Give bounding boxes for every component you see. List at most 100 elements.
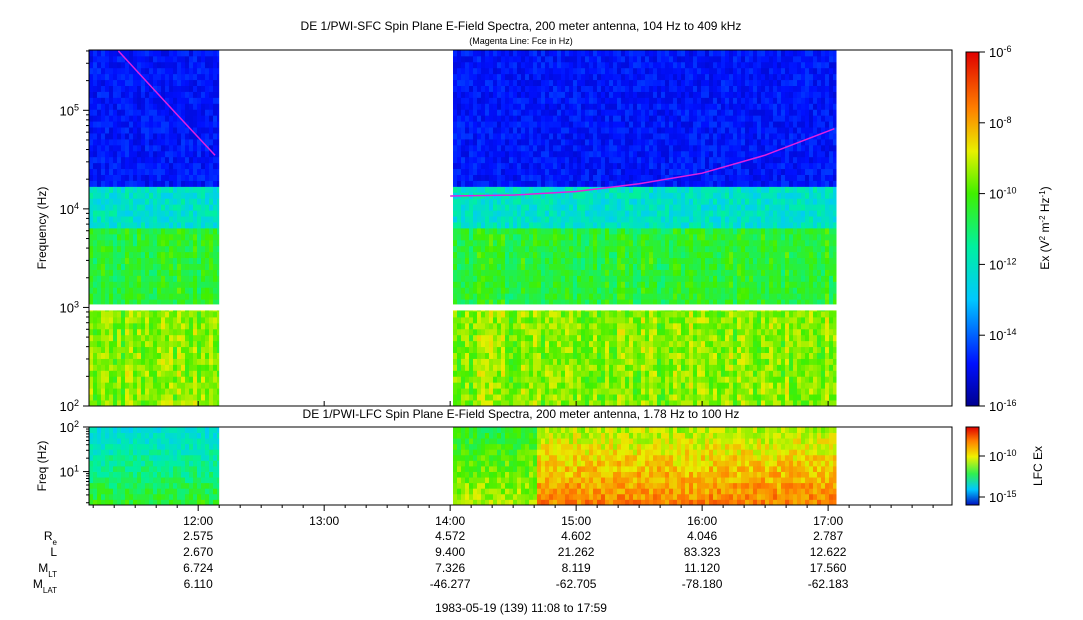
sfc-cell xyxy=(649,370,654,377)
sfc-cell xyxy=(617,281,622,288)
sfc-cell xyxy=(145,275,150,282)
sfc-cell xyxy=(589,352,594,359)
sfc-cell xyxy=(481,287,486,294)
sfc-cell xyxy=(485,103,490,110)
sfc-cell xyxy=(157,228,162,235)
sfc-cell xyxy=(569,91,574,98)
sfc-cell xyxy=(613,388,618,395)
sfc-cell xyxy=(141,400,146,406)
sfc-cell xyxy=(197,186,202,193)
sfc-cell xyxy=(613,210,618,217)
sfc-cell xyxy=(533,204,538,211)
sfc-cell xyxy=(89,269,94,276)
sfc-cell xyxy=(105,150,110,158)
sfc-cell xyxy=(493,263,498,270)
sfc-cell xyxy=(589,281,594,288)
sfc-cell xyxy=(633,121,638,128)
sfc-cell xyxy=(117,133,122,140)
sfc-cell xyxy=(125,50,130,57)
sfc-cell xyxy=(589,340,594,348)
sfc-cell xyxy=(117,251,122,259)
sfc-cell xyxy=(149,299,154,306)
sfc-cell xyxy=(645,394,650,401)
sfc-cell xyxy=(573,382,578,389)
sfc-cell xyxy=(481,340,486,348)
sfc-cell xyxy=(109,168,114,175)
sfc-cell xyxy=(601,311,606,318)
sfc-cell xyxy=(497,281,502,288)
sfc-cell xyxy=(213,293,218,300)
sfc-cell xyxy=(173,97,178,104)
sfc-cell xyxy=(529,251,534,259)
sfc-cell xyxy=(633,97,638,104)
sfc-cell xyxy=(605,311,610,318)
sfc-cell xyxy=(637,198,642,205)
sfc-cell xyxy=(633,115,638,122)
sfc-cell xyxy=(97,233,102,241)
sfc-cell xyxy=(649,394,654,401)
sfc-cell xyxy=(573,251,578,259)
sfc-cell xyxy=(465,340,470,348)
sfc-cell xyxy=(481,334,486,342)
sfc-cell xyxy=(89,79,94,86)
sfc-cell xyxy=(617,370,622,377)
sfc-cell xyxy=(573,144,578,152)
sfc-cell xyxy=(645,299,650,306)
sfc-cell xyxy=(97,311,102,318)
sfc-cell xyxy=(209,162,214,170)
sfc-cell xyxy=(545,334,550,342)
sfc-cell xyxy=(569,103,574,110)
sfc-cell xyxy=(209,317,214,324)
sfc-cell xyxy=(493,287,498,294)
sfc-cell xyxy=(145,370,150,377)
sfc-cell xyxy=(197,174,202,181)
sfc-cell xyxy=(561,139,566,146)
sfc-cell xyxy=(641,334,646,342)
sfc-cell xyxy=(161,109,166,116)
sfc-cell xyxy=(637,257,642,264)
sfc-cell xyxy=(177,115,182,122)
sfc-cell xyxy=(121,257,126,264)
sfc-cell xyxy=(125,257,130,264)
sfc-cell xyxy=(209,50,214,57)
sfc-cell xyxy=(613,67,618,75)
sfc-cell xyxy=(545,156,550,164)
sfc-cell xyxy=(605,299,610,306)
sfc-cell xyxy=(469,210,474,217)
sfc-cell xyxy=(105,139,110,146)
sfc-cell xyxy=(505,216,510,223)
sfc-cell xyxy=(481,317,486,324)
sfc-cell xyxy=(529,269,534,276)
sfc-cell xyxy=(581,328,586,336)
sfc-cell xyxy=(541,340,546,348)
sfc-cell xyxy=(605,388,610,395)
sfc-cell xyxy=(581,376,586,383)
sfc-cell xyxy=(201,322,206,330)
sfc-cell xyxy=(177,388,182,395)
sfc-cell xyxy=(641,364,646,371)
sfc-cell xyxy=(621,269,626,276)
sfc-cell xyxy=(577,168,582,175)
sfc-cell xyxy=(165,109,170,116)
sfc-cell xyxy=(453,150,458,158)
sfc-cell xyxy=(117,115,122,122)
sfc-cell xyxy=(89,97,94,104)
sfc-cell xyxy=(573,168,578,175)
sfc-cell xyxy=(453,174,458,181)
sfc-cell xyxy=(649,388,654,395)
sfc-cell xyxy=(581,322,586,330)
sfc-cell xyxy=(577,198,582,205)
sfc-cell xyxy=(581,364,586,371)
sfc-cell xyxy=(169,376,174,383)
sfc-cell xyxy=(497,67,502,75)
sfc-cell xyxy=(637,121,642,128)
sfc-cell xyxy=(117,299,122,306)
sfc-cell xyxy=(161,133,166,140)
sfc-cell xyxy=(593,156,598,164)
sfc-cell xyxy=(521,174,526,181)
sfc-cell xyxy=(525,127,530,134)
sfc-cell xyxy=(605,115,610,122)
sfc-cell xyxy=(489,245,494,253)
sfc-cell xyxy=(465,91,470,98)
sfc-cell xyxy=(641,269,646,276)
